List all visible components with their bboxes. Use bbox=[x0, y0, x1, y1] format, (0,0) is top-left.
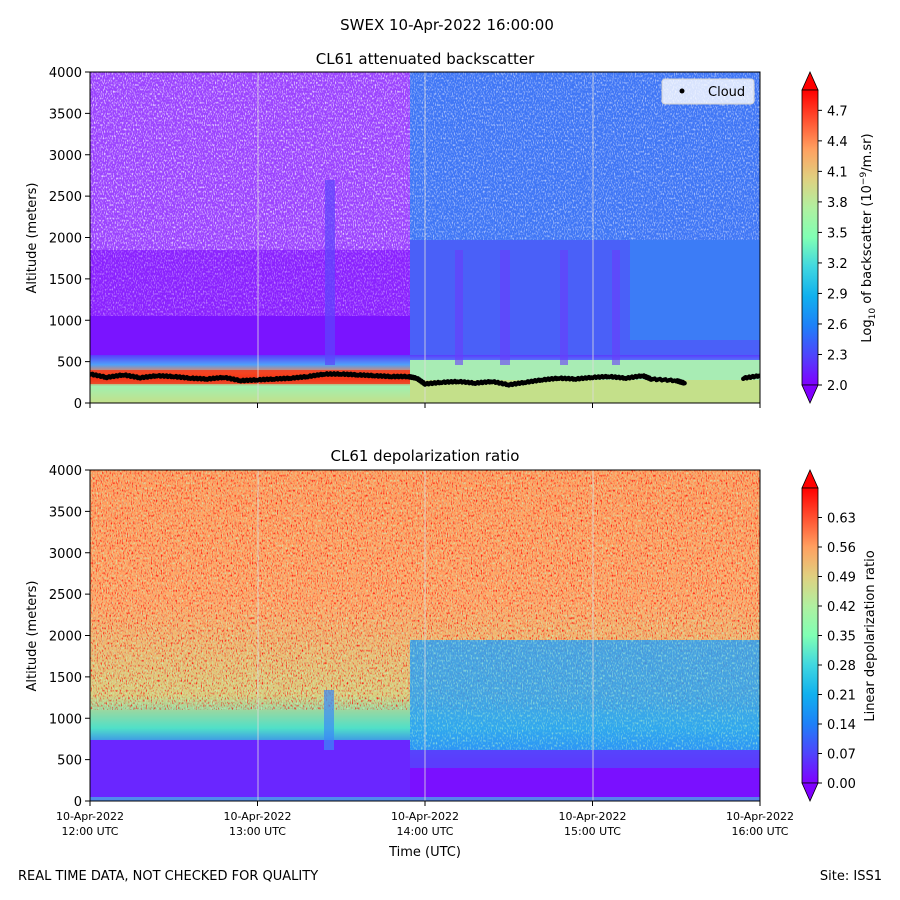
y-tick-label: 3000 bbox=[49, 149, 82, 164]
colorbar-tick-label: 4.7 bbox=[827, 104, 848, 119]
colorbar-tick-label: 0.14 bbox=[827, 718, 856, 733]
x-tick-label-time: 12:00 UTC bbox=[61, 825, 118, 838]
colorbar-tick-label: 0.21 bbox=[827, 689, 856, 704]
colorbar-tick-label: 3.2 bbox=[827, 257, 848, 272]
backscatter-colorbar-label: Log10 of backscatter (10−9/m.sr) bbox=[859, 133, 878, 342]
colorbar-tick-label: 2.3 bbox=[827, 348, 848, 363]
x-tick-label-date: 10-Apr-2022 bbox=[726, 810, 794, 823]
colorbar-tick-label: 0.07 bbox=[827, 748, 856, 763]
depolarization-colorbar-label: Linear depolarization ratio bbox=[863, 550, 878, 721]
depolarization-title: CL61 depolarization ratio bbox=[331, 447, 520, 465]
backscatter-heatmap bbox=[90, 72, 760, 403]
depolarization-ylabel: Altitude (meters) bbox=[25, 581, 40, 692]
y-tick-label: 3000 bbox=[49, 547, 82, 562]
y-tick-label: 2000 bbox=[49, 232, 82, 247]
colorbar-tick-label: 2.0 bbox=[827, 379, 848, 394]
colorbar-tick-label: 3.5 bbox=[827, 226, 848, 241]
x-tick-label-date: 10-Apr-2022 bbox=[223, 810, 291, 823]
y-tick-label: 4000 bbox=[49, 66, 82, 81]
depolarization-colorbar: 0.00 0.07 0.14 0.21 0.28 0.35 0.42 0.49 0.56 0.63… bbox=[801, 469, 878, 802]
figure-suptitle: SWEX 10-Apr-2022 16:00:00 bbox=[340, 16, 554, 34]
y-tick-label: 1500 bbox=[49, 671, 82, 686]
cloud-point bbox=[682, 380, 687, 386]
y-tick-label: 500 bbox=[57, 754, 82, 769]
backscatter-colorbar: 2.0 2.3 2.6 2.9 3.2 3.5 3.8 4.1 4.4 4.7 Log10 of … bbox=[801, 71, 878, 404]
colorbar-tick-label: 4.4 bbox=[827, 135, 848, 150]
y-tick-label: 0 bbox=[74, 795, 82, 810]
colorbar-tick-label: 2.6 bbox=[827, 318, 848, 333]
footer-disclaimer: REAL TIME DATA, NOT CHECKED FOR QUALITY bbox=[18, 869, 319, 884]
colorbar-tick-label: 0.00 bbox=[827, 777, 856, 792]
x-tick-label-time: 15:00 UTC bbox=[564, 825, 621, 838]
y-tick-label: 2500 bbox=[49, 190, 82, 205]
y-tick-label: 3500 bbox=[49, 107, 82, 122]
colorbar-tick-label: 4.1 bbox=[827, 165, 848, 180]
colorbar-tick-label: 2.9 bbox=[827, 287, 848, 302]
colorbar-tick-label: 0.49 bbox=[827, 571, 856, 586]
y-tick-label: 2000 bbox=[49, 630, 82, 645]
y-tick-label: 0 bbox=[74, 397, 82, 412]
backscatter-title: CL61 attenuated backscatter bbox=[316, 50, 535, 68]
x-tick-label-date: 10-Apr-2022 bbox=[558, 810, 626, 823]
colorbar-tick-label: 0.28 bbox=[827, 659, 856, 674]
x-tick-label-date: 10-Apr-2022 bbox=[56, 810, 124, 823]
y-tick-label: 500 bbox=[57, 356, 82, 371]
cloud-base-series bbox=[90, 371, 760, 388]
backscatter-ylabel: Altitude (meters) bbox=[25, 183, 40, 294]
colorbar-tick-label: 0.42 bbox=[827, 600, 856, 615]
cloud-legend-label: Cloud bbox=[708, 85, 745, 100]
footer-site: Site: ISS1 bbox=[819, 869, 882, 884]
backscatter-panel: CL61 attenuated backscatter bbox=[25, 50, 878, 412]
x-tick-label-time: 14:00 UTC bbox=[396, 825, 453, 838]
y-tick-label: 1000 bbox=[49, 712, 82, 727]
backscatter-x-ticks bbox=[89, 403, 761, 408]
backscatter-legend: Cloud bbox=[661, 78, 755, 105]
colorbar-tick-label: 3.8 bbox=[827, 196, 848, 211]
colorbar-tick-label: 0.63 bbox=[827, 512, 856, 527]
y-tick-label: 4000 bbox=[49, 464, 82, 479]
cloud-point bbox=[757, 373, 760, 378]
cloud-legend-marker bbox=[679, 88, 685, 94]
colorbar-tick-label: 0.35 bbox=[827, 630, 856, 645]
depolarization-y-axis: 0 500 1000 1500 2000 2500 3000 3500 4000 bbox=[49, 464, 90, 810]
colorbar-tick-label: 0.56 bbox=[827, 541, 856, 556]
x-tick-label-date: 10-Apr-2022 bbox=[391, 810, 459, 823]
y-tick-label: 1500 bbox=[49, 273, 82, 288]
depolarization-panel: CL61 depolarization ratio 0 500 1000 1500 20… bbox=[25, 447, 878, 860]
y-tick-label: 3500 bbox=[49, 505, 82, 520]
y-tick-label: 1000 bbox=[49, 314, 82, 329]
depolarization-heatmap bbox=[90, 470, 760, 801]
x-axis-label: Time (UTC) bbox=[388, 845, 461, 860]
depolarization-x-axis: 10-Apr-2022 12:00 UTC 10-Apr-2022 13:00 UTC… bbox=[56, 801, 794, 838]
y-tick-label: 2500 bbox=[49, 588, 82, 603]
backscatter-y-axis: 0 500 1000 1500 2000 2500 3000 3500 4000 bbox=[49, 66, 90, 412]
x-tick-label-time: 16:00 UTC bbox=[731, 825, 788, 838]
x-tick-label-time: 13:00 UTC bbox=[229, 825, 286, 838]
